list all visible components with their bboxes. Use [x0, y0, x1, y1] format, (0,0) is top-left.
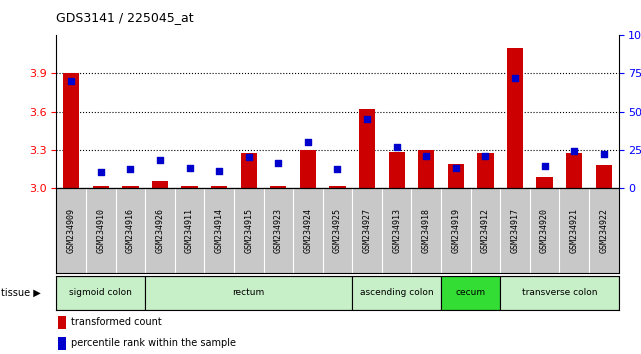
Text: GDS3141 / 225045_at: GDS3141 / 225045_at: [56, 11, 194, 24]
Text: transformed count: transformed count: [71, 317, 162, 327]
Bar: [359, 109, 375, 188]
Bar: [152, 181, 168, 188]
Text: GSM234917: GSM234917: [510, 207, 519, 253]
Bar: [58, 316, 66, 329]
Bar: [329, 186, 345, 188]
Bar: [447, 164, 464, 188]
Point: [599, 151, 609, 157]
Point: [96, 170, 106, 175]
Point: [155, 158, 165, 163]
Bar: [537, 177, 553, 188]
Point: [392, 144, 402, 149]
Text: GSM234912: GSM234912: [481, 207, 490, 253]
Bar: [507, 48, 523, 188]
Bar: [566, 153, 582, 188]
Point: [214, 168, 224, 174]
Point: [273, 160, 283, 166]
Text: GSM234921: GSM234921: [570, 207, 579, 253]
Bar: [300, 150, 316, 188]
Text: GSM234916: GSM234916: [126, 207, 135, 253]
Bar: [211, 186, 228, 188]
Text: GSM234925: GSM234925: [333, 207, 342, 253]
Point: [421, 153, 431, 159]
Bar: [418, 150, 435, 188]
Text: sigmoid colon: sigmoid colon: [69, 289, 132, 297]
Text: GSM234923: GSM234923: [274, 207, 283, 253]
Point: [540, 164, 550, 169]
Text: GSM234920: GSM234920: [540, 207, 549, 253]
Point: [66, 78, 76, 84]
Bar: [56, 276, 145, 310]
Bar: [595, 165, 612, 188]
Bar: [388, 152, 405, 188]
Bar: [441, 276, 500, 310]
Text: GSM234910: GSM234910: [96, 207, 105, 253]
Point: [362, 116, 372, 122]
Text: GSM234922: GSM234922: [599, 207, 608, 253]
Point: [569, 148, 579, 154]
Bar: [353, 276, 441, 310]
Bar: [240, 153, 257, 188]
Point: [185, 165, 195, 171]
Bar: [478, 153, 494, 188]
Text: GSM234924: GSM234924: [303, 207, 312, 253]
Text: GSM234919: GSM234919: [451, 207, 460, 253]
Text: GSM234914: GSM234914: [215, 207, 224, 253]
Text: rectum: rectum: [233, 289, 265, 297]
Text: GSM234927: GSM234927: [363, 207, 372, 253]
Point: [480, 153, 490, 159]
Text: ascending colon: ascending colon: [360, 289, 433, 297]
Bar: [58, 337, 66, 350]
Text: GSM234909: GSM234909: [67, 207, 76, 253]
Text: transverse colon: transverse colon: [522, 289, 597, 297]
Bar: [500, 276, 619, 310]
Point: [451, 165, 461, 171]
Point: [244, 154, 254, 160]
Point: [125, 166, 135, 172]
Text: GSM234918: GSM234918: [422, 207, 431, 253]
Text: GSM234915: GSM234915: [244, 207, 253, 253]
Text: GSM234913: GSM234913: [392, 207, 401, 253]
Point: [332, 166, 342, 172]
Text: GSM234926: GSM234926: [156, 207, 165, 253]
Bar: [270, 186, 287, 188]
Bar: [93, 186, 109, 188]
Bar: [63, 74, 79, 188]
Text: percentile rank within the sample: percentile rank within the sample: [71, 338, 236, 348]
Bar: [122, 186, 138, 188]
Bar: [145, 276, 353, 310]
Text: cecum: cecum: [456, 289, 486, 297]
Text: tissue ▶: tissue ▶: [1, 288, 41, 298]
Point: [510, 75, 520, 81]
Bar: [181, 186, 197, 188]
Text: GSM234911: GSM234911: [185, 207, 194, 253]
Point: [303, 139, 313, 145]
